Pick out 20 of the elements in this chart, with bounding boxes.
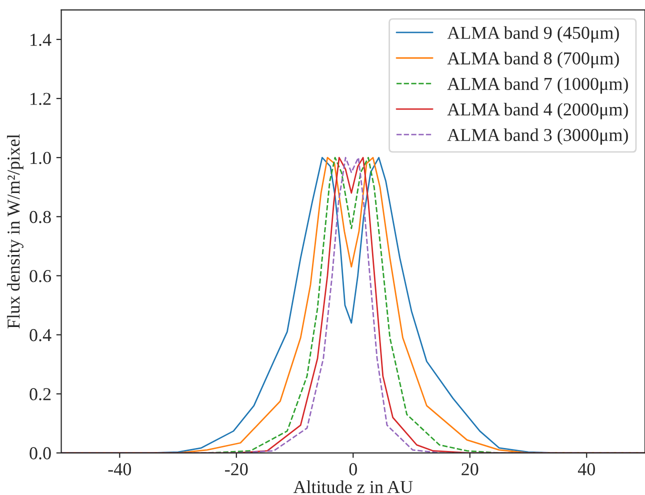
- y-tick-label: 0.4: [30, 329, 52, 342]
- legend-label: ALMA band 9 (450μm): [447, 26, 619, 43]
- y-tick-label: 0.2: [30, 388, 51, 400]
- x-tick-label: 40: [578, 463, 595, 476]
- x-axis-title: Altitude z in AU: [293, 480, 413, 494]
- legend-label: ALMA band 4 (2000μm): [447, 102, 628, 120]
- y-axis-title: Flux density in W/m²/pixel: [7, 134, 24, 328]
- y-tick-label: 0.0: [30, 447, 51, 460]
- x-tick-label: -20: [225, 463, 248, 476]
- legend-label: ALMA band 8 (700μm): [447, 52, 619, 68]
- x-tick-label: 20: [462, 463, 478, 476]
- y-tick-label: 0.6: [30, 270, 52, 282]
- y-tick-label: 0.8: [30, 210, 51, 224]
- y-tick-label: 1.2: [30, 92, 51, 106]
- x-tick-label: 0: [349, 463, 357, 476]
- legend-label: ALMA band 3 (3000μm): [447, 128, 628, 145]
- y-tick-label: 1.4: [30, 34, 52, 46]
- y-tick-label: 1.0: [30, 152, 51, 164]
- x-tick-label: -40: [108, 463, 131, 476]
- legend-label: ALMA band 7 (1000μm): [447, 77, 628, 94]
